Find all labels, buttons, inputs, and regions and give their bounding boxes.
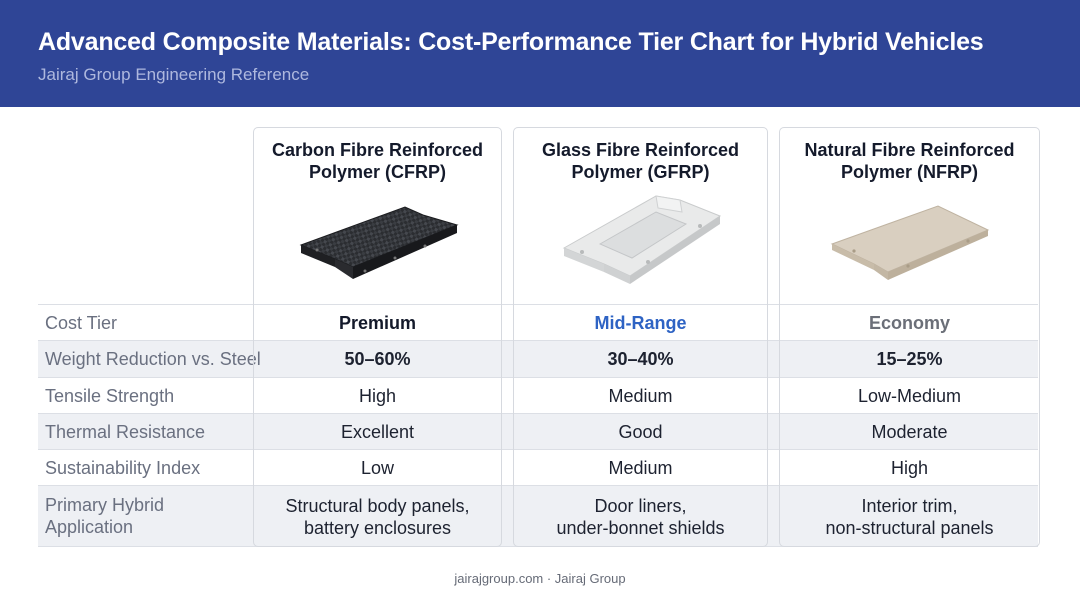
carbon-fibre-panel-image [299,206,459,279]
row-label-weight-reduction: Weight Reduction vs. Steel [45,349,261,369]
page-subtitle: Jairaj Group Engineering Reference [38,65,310,84]
application-line: Door liners, [594,496,687,516]
cfrp-cost-tier: Premium [338,313,417,333]
row-divider [38,377,1038,378]
natural-fibre-panel-image [830,205,990,280]
row-label-thermal-resistance: Thermal Resistance [45,422,206,442]
row-label-primary-application-line2: Application [45,517,134,537]
footer-text: jairajgroup.com · Jairaj Group [454,571,626,586]
application-line: non-structural panels [825,518,994,538]
glass-fibre-panel-image [562,195,722,284]
title-line: Polymer (NFRP) [840,162,979,182]
row-divider [38,340,1038,341]
title-line: Polymer (CFRP) [308,162,447,182]
gfrp-tensile-strength: Medium [608,386,673,406]
material-title-nfrp: Natural Fibre Reinforced Polymer (NFRP) [779,139,1040,183]
nfrp-tensile-strength: Low-Medium [857,386,962,406]
title-line: Natural Fibre Reinforced [804,140,1015,160]
nfrp-cost-tier: Economy [868,313,951,333]
material-card-cfrp [253,127,502,547]
material-title-cfrp: Carbon Fibre Reinforced Polymer (CFRP) [253,139,502,183]
row-divider [38,449,1038,450]
row-shade [38,486,1038,546]
application-line: under-bonnet shields [556,518,725,538]
cfrp-application: Structural body panels, battery enclosur… [253,495,502,539]
cfrp-tensile-strength: High [358,386,397,406]
material-title-gfrp: Glass Fibre Reinforced Polymer (GFRP) [513,139,768,183]
page-title: Advanced Composite Materials: Cost-Perfo… [38,28,984,56]
cfrp-sustainability: Low [360,458,395,478]
row-label-tensile-strength: Tensile Strength [45,386,175,406]
row-shade [38,413,1038,449]
cfrp-thermal-resistance: Excellent [340,422,415,442]
application-line: Structural body panels, [285,496,470,516]
nfrp-weight-reduction: 15–25% [876,349,943,369]
material-card-nfrp [779,127,1040,547]
gfrp-sustainability: Medium [608,458,673,478]
row-divider [38,485,1038,486]
cfrp-weight-reduction: 50–60% [344,349,411,369]
material-card-gfrp [513,127,768,547]
row-divider [38,304,1038,305]
row-divider [38,413,1038,414]
gfrp-application: Door liners, under-bonnet shields [513,495,768,539]
title-line: Polymer (GFRP) [571,162,710,182]
application-line: battery enclosures [303,518,452,538]
title-line: Glass Fibre Reinforced [541,140,740,160]
nfrp-sustainability: High [890,458,929,478]
row-label-sustainability: Sustainability Index [45,458,201,478]
gfrp-thermal-resistance: Good [618,422,663,442]
nfrp-thermal-resistance: Moderate [871,422,948,442]
nfrp-application: Interior trim, non-structural panels [779,495,1040,539]
row-shade [38,341,1038,377]
title-line: Carbon Fibre Reinforced [271,140,484,160]
header-banner: Advanced Composite Materials: Cost-Perfo… [0,0,1080,107]
application-line: Interior trim, [861,496,958,516]
gfrp-weight-reduction: 30–40% [607,349,674,369]
row-label-primary-application-line1: Primary Hybrid [45,495,165,515]
gfrp-cost-tier: Mid-Range [594,313,687,333]
row-label-cost-tier: Cost Tier [45,313,118,333]
